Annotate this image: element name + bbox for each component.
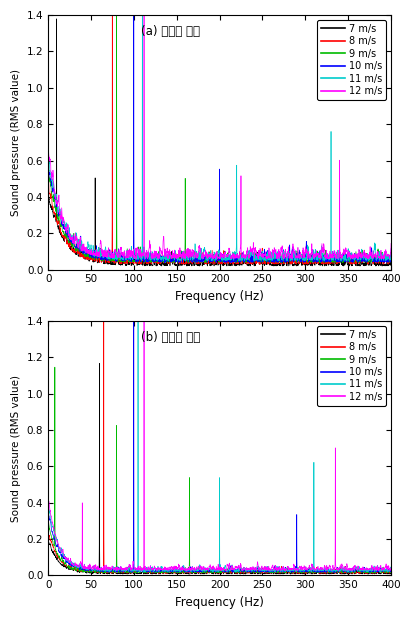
X-axis label: Frequency (Hz): Frequency (Hz) [175,596,264,609]
Legend: 7 m/s, 8 m/s, 9 m/s, 10 m/s, 11 m/s, 12 m/s: 7 m/s, 8 m/s, 9 m/s, 10 m/s, 11 m/s, 12 … [317,326,386,405]
Y-axis label: Sound pressure (RMS value): Sound pressure (RMS value) [11,69,21,216]
Legend: 7 m/s, 8 m/s, 9 m/s, 10 m/s, 11 m/s, 12 m/s: 7 m/s, 8 m/s, 9 m/s, 10 m/s, 11 m/s, 12 … [317,20,386,100]
Text: (a) 방풍망 없음: (a) 방풍망 없음 [141,25,200,38]
Text: (b) 방풍망 있음: (b) 방풍망 있음 [141,331,200,344]
X-axis label: Frequency (Hz): Frequency (Hz) [175,290,264,303]
Y-axis label: Sound pressure (RMS value): Sound pressure (RMS value) [11,374,21,521]
